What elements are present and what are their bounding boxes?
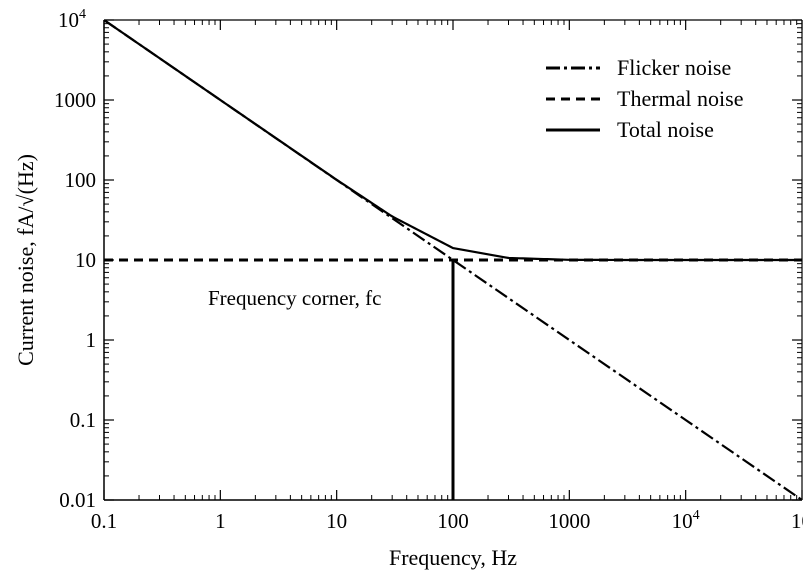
series-line-flicker-noise <box>104 20 802 500</box>
x-tick-label: 0.1 <box>91 509 117 533</box>
series-line-total-noise <box>104 20 802 262</box>
x-tick-label: 100 <box>437 509 469 533</box>
plot-area <box>104 20 802 500</box>
x-tick-label: 105 <box>791 508 803 533</box>
x-tick-label: 10 <box>326 509 347 533</box>
x-axis-label: Frequency, Hz <box>389 545 517 570</box>
y-axis-label: Current noise, fA/√(Hz) <box>13 154 38 366</box>
tick-marks <box>103 19 803 501</box>
x-tick-label: 104 <box>672 508 700 533</box>
legend-label: Thermal noise <box>617 86 743 111</box>
x-tick-label: 1 <box>215 509 226 533</box>
legend-label: Flicker noise <box>617 55 731 80</box>
x-tick-label: 1000 <box>548 509 590 533</box>
y-tick-label: 10 <box>75 248 96 272</box>
y-tick-label: 100 <box>65 168 97 192</box>
y-tick-label: 1 <box>86 328 97 352</box>
legend: Flicker noise Thermal noise Total noise <box>546 55 743 142</box>
y-tick-label: 104 <box>58 7 86 32</box>
y-tick-label: 0.1 <box>70 408 96 432</box>
y-tick-label: 1000 <box>54 88 96 112</box>
legend-label: Total noise <box>617 117 714 142</box>
y-tick-label: 0.01 <box>59 488 96 512</box>
frequency-corner-annotation: Frequency corner, fc <box>208 286 382 310</box>
